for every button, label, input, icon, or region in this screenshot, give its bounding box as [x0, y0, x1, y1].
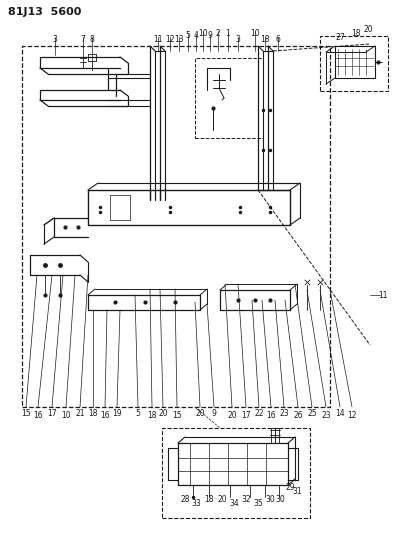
Text: 15: 15	[21, 408, 31, 417]
Text: 11: 11	[153, 35, 163, 44]
Text: 16: 16	[33, 411, 43, 421]
Text: 16: 16	[266, 411, 276, 421]
Text: 32: 32	[241, 495, 251, 504]
Bar	[22, 46, 330, 407]
Text: 5: 5	[186, 31, 190, 41]
Text: 15: 15	[172, 411, 182, 421]
Text: 12: 12	[347, 411, 357, 421]
Text: 20: 20	[227, 411, 237, 421]
Text: 8: 8	[89, 35, 94, 44]
Text: 31: 31	[292, 487, 302, 496]
Text: 30: 30	[275, 495, 285, 504]
Text: 3: 3	[236, 35, 240, 44]
Text: 27: 27	[335, 33, 345, 42]
Text: 29: 29	[285, 482, 295, 491]
Bar	[195, 58, 263, 138]
Text: 19: 19	[112, 408, 122, 417]
Text: 14: 14	[335, 408, 345, 417]
Text: 17: 17	[47, 408, 57, 417]
Text: 17: 17	[241, 411, 251, 421]
Text: 11: 11	[378, 290, 388, 300]
Text: 18: 18	[147, 411, 157, 421]
Text: 4: 4	[194, 31, 198, 41]
Text: 20: 20	[217, 495, 227, 504]
Text: 23: 23	[321, 411, 331, 421]
Text: 28: 28	[180, 495, 190, 504]
Text: 33: 33	[191, 498, 201, 507]
Text: 7: 7	[80, 35, 86, 44]
Text: 1: 1	[226, 28, 230, 37]
Text: 3: 3	[53, 35, 57, 44]
Text: 10: 10	[250, 28, 260, 37]
Text: 26: 26	[293, 411, 303, 421]
Text: 13: 13	[174, 35, 184, 44]
Text: 20: 20	[158, 408, 168, 417]
Text: 18: 18	[88, 408, 98, 417]
Text: 35: 35	[253, 498, 263, 507]
Text: 12: 12	[165, 35, 175, 44]
Text: 2: 2	[216, 28, 221, 37]
Text: 9: 9	[211, 408, 217, 417]
Text: 20: 20	[195, 408, 205, 417]
Text: 34: 34	[229, 498, 239, 507]
Text: 5: 5	[135, 408, 141, 417]
Text: 10: 10	[61, 411, 71, 421]
Text: 21: 21	[75, 408, 85, 417]
Bar	[271, 428, 279, 443]
Text: 6: 6	[276, 35, 280, 44]
Text: 20: 20	[363, 26, 373, 35]
Text: 18: 18	[204, 495, 214, 504]
Text: 9: 9	[208, 31, 212, 41]
Text: 16: 16	[100, 411, 110, 421]
Text: 22: 22	[254, 408, 264, 417]
Text: 30: 30	[265, 495, 275, 504]
Text: 18: 18	[351, 28, 361, 37]
Text: 10: 10	[198, 28, 208, 37]
Text: 81J13  5600: 81J13 5600	[8, 7, 81, 17]
Bar	[320, 36, 388, 91]
Text: 18: 18	[260, 35, 270, 44]
Bar	[162, 428, 310, 518]
Text: 23: 23	[279, 408, 289, 417]
Text: 25: 25	[307, 408, 317, 417]
